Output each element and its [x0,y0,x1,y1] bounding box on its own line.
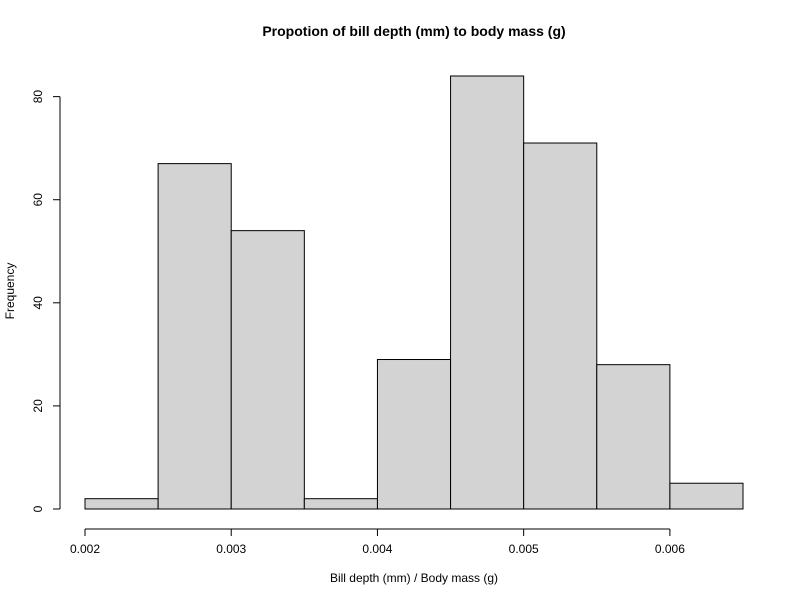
y-tick-label: 60 [31,193,45,207]
y-tick-label: 40 [31,296,45,310]
histogram-bar [157,163,232,510]
histogram-bar [230,230,305,510]
histogram-bar [669,482,744,510]
y-axis: 0 20 40 60 80 [31,90,61,512]
y-tick-label: 0 [31,505,45,512]
chart-title: Propotion of bill depth (mm) to body mas… [262,23,565,39]
x-tick-label: 0.002 [70,542,100,556]
x-tick-label: 0.006 [655,542,685,556]
histogram-bar [84,498,159,510]
histogram-bar [303,498,378,510]
bars-group [84,75,744,510]
x-tick-label: 0.004 [362,542,392,556]
y-tick-label: 80 [31,90,45,104]
x-axis: 0.002 0.003 0.004 0.005 0.006 [70,528,685,556]
y-axis-label: Frequency [3,263,17,320]
histogram-bar [450,75,525,510]
x-axis-label: Bill depth (mm) / Body mass (g) [330,571,498,585]
x-tick-label: 0.005 [509,542,539,556]
x-tick-label: 0.003 [216,542,246,556]
y-tick-label: 20 [31,399,45,413]
histogram-bar [523,142,598,510]
histogram-bar [596,364,671,510]
histogram-bar [376,359,452,510]
